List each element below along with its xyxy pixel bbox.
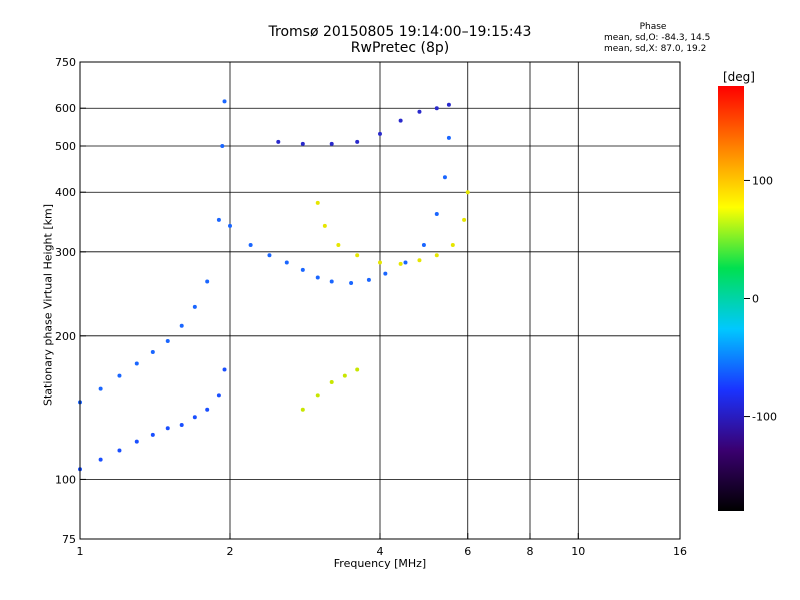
data-point (216, 393, 221, 398)
x-axis-label: Frequency [MHz] (333, 557, 427, 570)
data-point (465, 190, 470, 195)
colorbar-label: [deg] (723, 70, 755, 84)
data-point (315, 275, 320, 280)
data-point (398, 261, 403, 266)
data-point (315, 393, 320, 398)
data-point (349, 281, 354, 286)
data-point (336, 243, 341, 248)
data-point (216, 217, 221, 222)
data-point (446, 135, 451, 140)
y-tick-label: 100 (55, 473, 76, 486)
data-point (228, 223, 232, 228)
data-point (248, 243, 253, 248)
x-tick-label: 2 (227, 545, 234, 558)
phase-stats-o-mode: mean, sd,O: -84.3, 14.5 (604, 33, 711, 43)
data-point (179, 323, 184, 328)
data-point (222, 367, 227, 372)
data-point (342, 373, 347, 378)
colorbar-tick-label: 100 (752, 174, 773, 187)
data-point (98, 386, 103, 391)
data-point (383, 271, 388, 276)
data-point (192, 415, 197, 420)
colorbar-tick-label: 0 (752, 293, 759, 306)
data-point (322, 223, 327, 228)
data-point (329, 380, 334, 385)
data-point (450, 243, 455, 248)
y-tick-label: 400 (55, 186, 76, 199)
data-point (300, 141, 305, 146)
x-tick-label: 1 (77, 545, 84, 558)
y-tick-label: 200 (55, 330, 76, 343)
data-point (150, 432, 155, 437)
data-point (329, 279, 334, 284)
data-point (442, 175, 447, 180)
x-tick-label: 8 (527, 545, 534, 558)
data-point (355, 139, 360, 144)
x-tick-label: 4 (377, 545, 384, 558)
data-point (417, 109, 422, 114)
colorbar-ticks: 100 0 -100 (744, 174, 777, 424)
data-point (205, 407, 210, 412)
data-point (134, 361, 139, 366)
data-point (284, 260, 289, 265)
x-ticks: 1 2 4 6 8 10 16 (77, 533, 687, 558)
data-point (446, 102, 451, 107)
phase-stats-heading: Phase (639, 22, 667, 32)
data-point (300, 407, 305, 412)
grid-lines (80, 62, 680, 539)
y-tick-label: 750 (55, 56, 76, 69)
y-tick-label: 500 (55, 140, 76, 153)
data-point (434, 106, 439, 111)
data-point (329, 141, 334, 146)
data-point (366, 277, 371, 282)
data-point (150, 349, 155, 354)
colorbar-tick-label: -100 (752, 411, 777, 424)
y-tick-label: 600 (55, 102, 76, 115)
y-tick-label: 300 (55, 246, 76, 259)
x-tick-label: 6 (464, 545, 471, 558)
data-point (434, 253, 439, 258)
y-tick-label: 75 (62, 533, 76, 546)
data-point (378, 260, 382, 265)
y-ticks: 75 100 200 300 400 500 600 750 (55, 56, 86, 546)
phase-stats-x-mode: mean, sd,X: 87.0, 19.2 (604, 44, 707, 54)
data-point (434, 212, 439, 217)
data-point (220, 143, 225, 148)
x-tick-label: 10 (571, 545, 585, 558)
data-point (117, 373, 122, 378)
data-point (417, 258, 422, 263)
data-point (462, 217, 467, 222)
data-point (192, 304, 197, 309)
data-point (98, 457, 103, 462)
data-point (398, 118, 403, 123)
data-point (355, 253, 360, 258)
colorbar (718, 86, 744, 511)
data-point (403, 260, 408, 265)
data-point (378, 131, 382, 136)
data-point (134, 439, 139, 444)
data-point (117, 448, 122, 453)
data-point (165, 339, 170, 344)
data-point (165, 426, 170, 431)
data-point (276, 139, 281, 144)
chart-subtitle: RwPretec (8p) (350, 40, 450, 56)
x-tick-label: 16 (673, 545, 687, 558)
data-point (205, 279, 210, 284)
data-point (421, 243, 426, 248)
data-point (179, 423, 184, 428)
data-points (78, 99, 470, 472)
data-point (355, 367, 360, 372)
data-point (300, 267, 305, 272)
chart-title: Tromsø 20150805 19:14:00–19:15:43 (268, 24, 532, 40)
data-point (315, 200, 320, 205)
data-point (267, 253, 272, 258)
data-point (222, 99, 227, 104)
